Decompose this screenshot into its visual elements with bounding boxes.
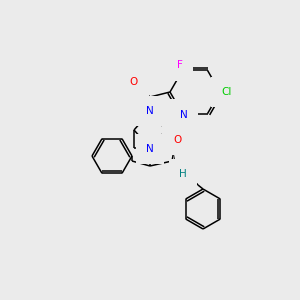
Text: N: N [180,110,188,120]
Text: N: N [146,106,154,116]
Text: O: O [173,135,181,145]
Text: O: O [130,77,138,87]
Text: N: N [185,163,193,173]
Text: N: N [146,144,154,154]
Text: H: H [179,169,187,179]
Text: Cl: Cl [222,87,232,97]
Text: F: F [177,60,182,70]
